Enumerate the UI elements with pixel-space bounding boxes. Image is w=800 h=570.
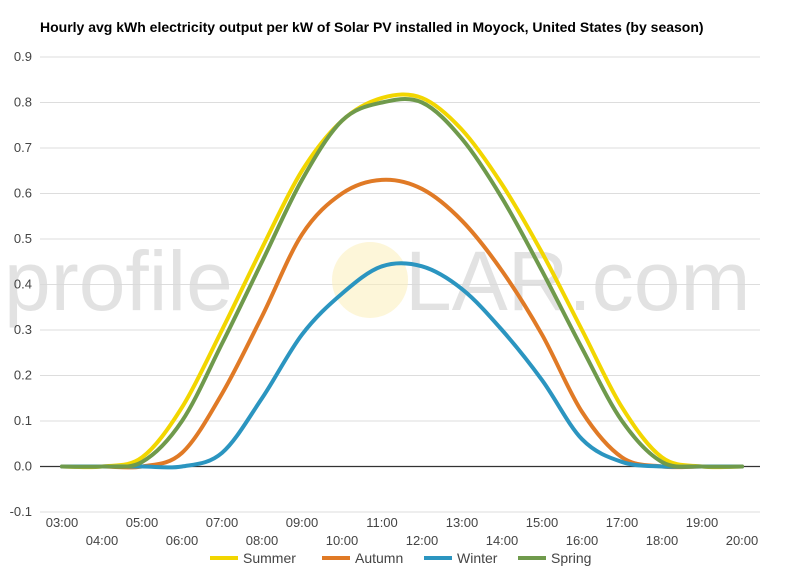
y-tick-label: 0.0 <box>14 459 32 474</box>
grid-layer <box>40 56 760 513</box>
watermark-sun-icon <box>332 242 408 318</box>
x-tick-label: 18:00 <box>646 533 679 548</box>
x-tick-label: 11:00 <box>366 515 398 530</box>
legend-label-summer: Summer <box>243 550 296 566</box>
x-tick-label: 08:00 <box>246 533 279 548</box>
x-tick-label: 05:00 <box>126 515 159 530</box>
x-tick-label: 17:00 <box>606 515 639 530</box>
y-axis-ticks: -0.1 0.0 0.1 0.2 0.3 0.4 0.5 0.6 0.7 0.8 0.9 <box>10 49 32 519</box>
watermark-text-left: profile <box>4 234 233 328</box>
series-layer <box>60 92 744 470</box>
legend: Summer Autumn Winter Spring <box>210 550 591 566</box>
y-tick-label: 0.1 <box>14 413 32 428</box>
chart-title: Hourly avg kWh electricity output per kW… <box>40 19 704 35</box>
x-tick-label: 03:00 <box>46 515 79 530</box>
y-tick-label: 0.2 <box>14 368 32 383</box>
y-tick-label: 0.7 <box>14 140 32 155</box>
x-tick-label: 04:00 <box>86 533 119 548</box>
x-tick-label: 15:00 <box>526 515 559 530</box>
series-line-summer <box>60 92 744 470</box>
x-tick-label: 16:00 <box>566 533 599 548</box>
x-tick-label: 07:00 <box>206 515 239 530</box>
legend-label-autumn: Autumn <box>355 550 403 566</box>
x-tick-label: 12:00 <box>406 533 439 548</box>
legend-label-spring: Spring <box>551 550 591 566</box>
x-tick-label: 06:00 <box>166 533 199 548</box>
series-line-autumn <box>60 177 744 470</box>
x-axis-ticks: 03:00 04:00 05:00 06:00 07:00 08:00 09:00 10:00… <box>46 515 759 548</box>
x-tick-label: 13:00 <box>446 515 479 530</box>
watermark: profile LAR.com <box>4 234 750 328</box>
y-tick-label: 0.5 <box>14 231 32 246</box>
x-tick-label: 20:00 <box>726 533 759 548</box>
x-tick-label: 14:00 <box>486 533 519 548</box>
series-line-winter <box>60 261 744 470</box>
y-tick-label: 0.3 <box>14 322 32 337</box>
y-tick-label: 0.8 <box>14 95 32 110</box>
watermark-text-right: LAR.com <box>405 234 750 328</box>
y-tick-label: 0.6 <box>14 186 32 201</box>
x-tick-label: 09:00 <box>286 515 319 530</box>
y-tick-label: -0.1 <box>10 504 32 519</box>
y-tick-label: 0.9 <box>14 49 32 64</box>
x-tick-label: 19:00 <box>686 515 719 530</box>
legend-label-winter: Winter <box>457 550 498 566</box>
x-tick-label: 10:00 <box>326 533 359 548</box>
series-line-spring <box>60 97 744 469</box>
y-tick-label: 0.4 <box>14 277 32 292</box>
